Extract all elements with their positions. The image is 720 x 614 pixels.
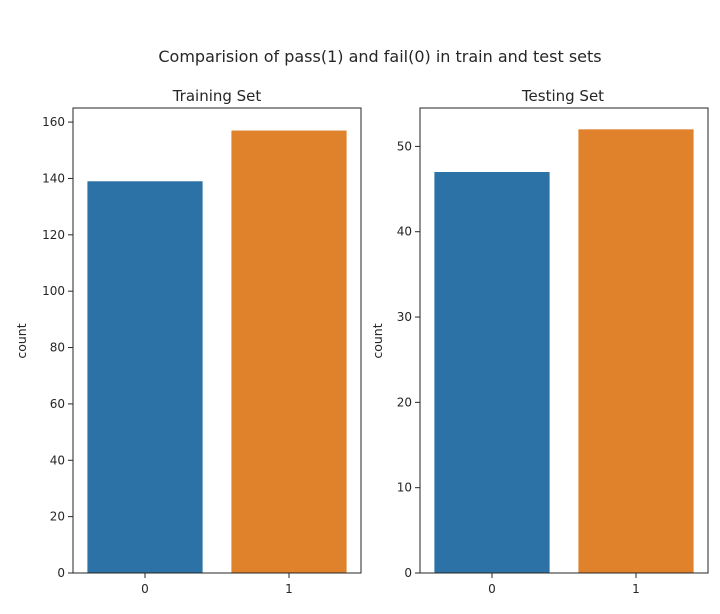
training-set-ytick-label: 20 (50, 510, 65, 524)
training-set-ytick-label: 140 (42, 171, 65, 185)
training-set-title: Training Set (172, 87, 262, 105)
training-set-ytick-label: 120 (42, 228, 65, 242)
testing-set-ytick-label: 10 (397, 481, 412, 495)
testing-set-ytick-label: 20 (397, 395, 412, 409)
testing-set-xtick-label: 1 (632, 582, 640, 596)
testing-set-ytick-label: 50 (397, 139, 412, 153)
testing-set-chart: Testing Set count 0 10 20 30 40 50 0 1 (370, 87, 709, 596)
training-set-ytick-label: 80 (50, 341, 65, 355)
testing-set-ytick-label: 30 (397, 310, 412, 324)
training-set-ytick-label: 60 (50, 397, 65, 411)
testing-set-bar-1 (578, 129, 694, 574)
testing-set-axes-frame (419, 107, 709, 574)
training-set-ytick-label: 100 (42, 284, 65, 298)
training-set-bar-0 (87, 181, 203, 574)
testing-set-title: Testing Set (521, 87, 604, 105)
testing-set-ylabel: count (370, 323, 385, 358)
training-set-ylabel: count (14, 323, 29, 358)
training-set-xtick-label: 0 (141, 582, 149, 596)
training-set-ytick-label: 160 (42, 115, 65, 129)
testing-set-ytick-label: 40 (397, 225, 412, 239)
testing-set-xtick-label: 0 (488, 582, 496, 596)
training-set-chart: Training Set count 0 20 40 60 80 100 120 140 160… (14, 87, 362, 596)
training-set-xtick-label: 1 (285, 582, 293, 596)
training-set-axes-frame (72, 107, 362, 574)
training-set-bar-1 (231, 130, 347, 573)
training-set-ytick-label: 40 (50, 453, 65, 467)
testing-set-ytick-label: 0 (404, 566, 412, 580)
figure-suptitle: Comparision of pass(1) and fail(0) in tr… (158, 47, 601, 66)
training-set-ytick-label: 0 (57, 566, 65, 580)
testing-set-bar-0 (434, 171, 550, 573)
